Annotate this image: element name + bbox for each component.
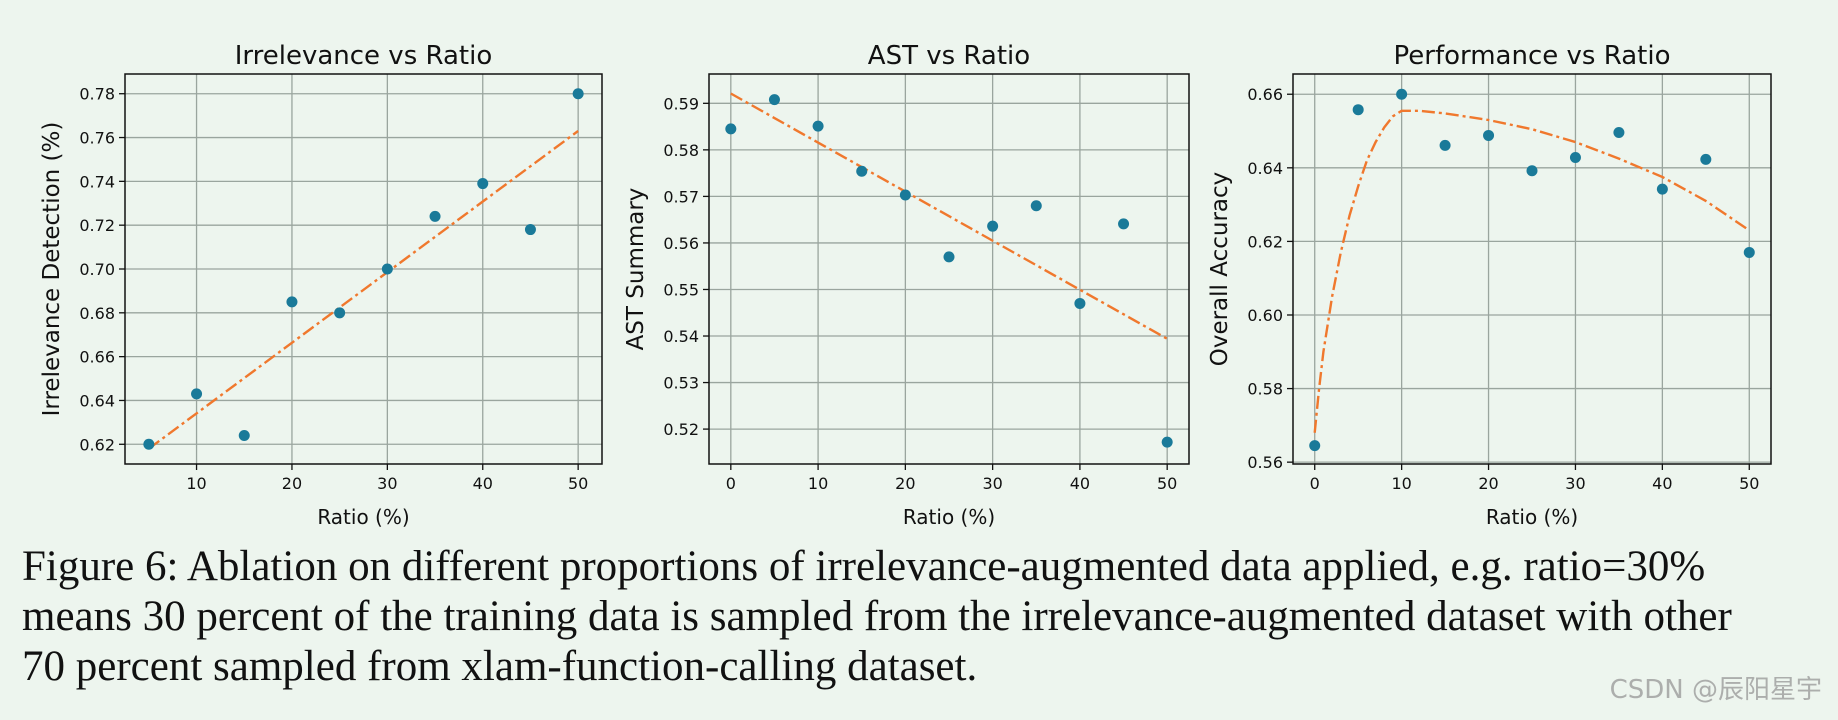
x-tick-label: 20 xyxy=(282,474,302,493)
y-tick-label: 0.70 xyxy=(79,260,115,279)
x-tick-label: 40 xyxy=(473,474,493,493)
data-point xyxy=(725,123,737,135)
data-point xyxy=(1030,200,1042,212)
y-tick-label: 0.58 xyxy=(663,141,699,160)
data-point xyxy=(1439,139,1451,151)
x-tick-label: 30 xyxy=(1565,474,1585,493)
x-tick-label: 10 xyxy=(186,474,206,493)
data-point xyxy=(1118,218,1130,230)
data-point xyxy=(1309,440,1321,452)
x-tick-label: 50 xyxy=(1157,474,1177,493)
data-point xyxy=(238,430,250,442)
data-point xyxy=(943,251,955,263)
data-point xyxy=(768,94,780,106)
chart-2: 0 10 20 30 40 50 0.52 0.53 0.54 0.55 0.56 0.57 0.58 0… xyxy=(623,41,1190,529)
watermark: CSDN @辰阳星宇 xyxy=(1609,675,1822,705)
caption-line-1: Figure 6: Ablation on different proporti… xyxy=(22,543,1706,590)
y-tick-label: 0.60 xyxy=(1247,306,1283,325)
data-point xyxy=(524,224,536,236)
y-tick-label: 0.78 xyxy=(79,85,115,104)
y-tick-label: 0.66 xyxy=(1247,85,1283,104)
x-tick-label: 10 xyxy=(1391,474,1411,493)
y-tick-label: 0.64 xyxy=(1247,159,1283,178)
y-tick-label: 0.62 xyxy=(79,435,115,454)
data-point xyxy=(1700,153,1712,165)
chart-3: 0 10 20 30 40 50 0.56 0.58 0.60 0.62 0.64 0.66 Perfo… xyxy=(1207,41,1772,529)
data-point xyxy=(191,388,203,400)
caption-line-3: 70 percent sampled from xlam-function-ca… xyxy=(22,643,978,690)
y-tick-label: 0.56 xyxy=(1247,453,1283,472)
data-point xyxy=(1352,104,1364,116)
y-tick-label: 0.74 xyxy=(79,172,115,191)
y-axis-label: Irrelevance Detection (%) xyxy=(39,122,65,417)
data-point xyxy=(477,178,489,190)
x-tick-label: 50 xyxy=(1739,474,1759,493)
data-point xyxy=(572,88,584,100)
caption-line-2: means 30 percent of the training data is… xyxy=(22,593,1732,640)
data-point xyxy=(812,120,824,132)
y-tick-label: 0.66 xyxy=(79,348,115,367)
x-tick-label: 40 xyxy=(1070,474,1090,493)
y-tick-label: 0.56 xyxy=(663,234,699,253)
y-tick-label: 0.53 xyxy=(663,374,699,393)
axes-frame xyxy=(1292,73,1772,465)
figure-caption: Figure 6: Ablation on different proporti… xyxy=(22,542,1822,692)
y-tick-label: 0.54 xyxy=(663,327,699,346)
fit-line xyxy=(730,92,1168,340)
data-point xyxy=(334,307,346,319)
data-point xyxy=(1161,436,1173,448)
y-axis-label: AST Summary xyxy=(623,188,649,351)
data-point xyxy=(1483,129,1495,141)
y-tick-label: 0.62 xyxy=(1247,232,1283,251)
x-tick-label: 20 xyxy=(895,474,915,493)
chart-title: Performance vs Ratio xyxy=(1394,41,1671,71)
data-point xyxy=(1396,88,1408,100)
fit-line xyxy=(1313,109,1750,433)
x-tick-label: 20 xyxy=(1478,474,1498,493)
data-point xyxy=(286,296,298,308)
data-point xyxy=(856,165,868,177)
data-point xyxy=(143,438,155,450)
chart-title: AST vs Ratio xyxy=(868,41,1030,71)
y-tick-label: 0.59 xyxy=(663,94,699,113)
x-tick-label: 10 xyxy=(808,474,828,493)
fit-line xyxy=(148,130,579,450)
y-tick-label: 0.58 xyxy=(1247,380,1283,399)
figure: 10 20 30 40 50 0.62 0.64 0.66 0.68 0.70 0.72 0.74 0.… xyxy=(39,41,1772,529)
y-tick-label: 0.52 xyxy=(663,420,699,439)
y-tick-label: 0.55 xyxy=(663,280,699,299)
x-tick-label: 30 xyxy=(982,474,1002,493)
chart-title: Irrelevance vs Ratio xyxy=(235,41,493,71)
y-tick-label: 0.57 xyxy=(663,187,699,206)
y-tick-label: 0.72 xyxy=(79,216,115,235)
data-point xyxy=(899,189,911,201)
data-point xyxy=(1526,165,1538,177)
x-tick-label: 40 xyxy=(1652,474,1672,493)
data-point xyxy=(1074,297,1086,309)
x-tick-label: 0 xyxy=(1310,474,1320,493)
data-point xyxy=(1656,183,1668,195)
x-tick-label: 50 xyxy=(568,474,588,493)
y-axis-label: Overall Accuracy xyxy=(1207,172,1233,367)
y-tick-label: 0.68 xyxy=(79,304,115,323)
y-tick-label: 0.64 xyxy=(79,391,115,410)
y-tick-label: 0.76 xyxy=(79,129,115,148)
axes-frame xyxy=(708,73,1190,465)
x-axis-label: Ratio (%) xyxy=(903,505,995,529)
chart-1: 10 20 30 40 50 0.62 0.64 0.66 0.68 0.70 0.72 0.74 0.… xyxy=(39,41,603,529)
data-point xyxy=(1613,127,1625,138)
data-point xyxy=(987,220,999,232)
data-point xyxy=(1569,152,1581,164)
x-tick-label: 30 xyxy=(377,474,397,493)
x-axis-label: Ratio (%) xyxy=(1486,505,1578,529)
data-point xyxy=(381,263,393,275)
data-point xyxy=(1743,246,1755,258)
x-axis-label: Ratio (%) xyxy=(317,505,409,529)
data-point xyxy=(429,210,441,222)
x-tick-label: 0 xyxy=(726,474,736,493)
